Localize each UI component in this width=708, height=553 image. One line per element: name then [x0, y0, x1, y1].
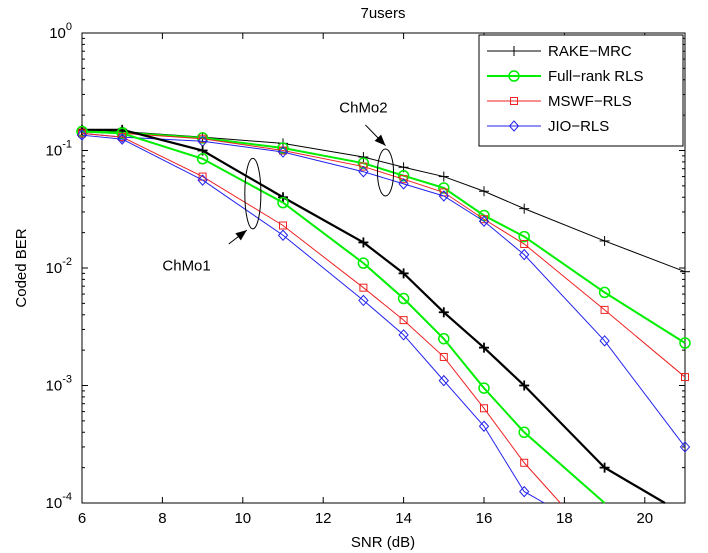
legend-item: Full−rank RLS	[487, 68, 643, 85]
data-point	[478, 215, 490, 227]
annotation-label: ChMo2	[339, 100, 387, 117]
x-tick-label: 16	[476, 510, 493, 527]
data-point	[438, 332, 450, 345]
legend: RAKE−MRC Full−rank RLS MSWF−RLS JIO−RLS	[478, 34, 684, 147]
y-tick-label: 10-4	[46, 491, 72, 512]
legend-label: MSWF−RLS	[548, 93, 632, 110]
series-line	[81, 134, 545, 504]
data-point	[397, 292, 410, 305]
annotation-arrow-head	[235, 230, 247, 241]
data-point	[399, 175, 408, 184]
legend-label: RAKE−MRC	[548, 43, 632, 60]
x-tick-labels: 6 8 10 12 14 16 18 20	[78, 510, 653, 527]
y-tick-label: 100	[49, 21, 72, 42]
legend-item: MSWF−RLS	[487, 93, 632, 110]
data-point	[519, 485, 530, 498]
data-point	[508, 120, 520, 132]
data-point	[510, 97, 518, 105]
annotation-layer: ChMo2 ChMo1	[162, 100, 395, 275]
x-tick-label: 12	[315, 510, 332, 527]
legend-box	[478, 34, 684, 147]
axis-ticks	[81, 32, 685, 504]
data-point	[117, 133, 128, 145]
data-point	[519, 248, 530, 261]
data-point	[438, 190, 449, 202]
legend-items: RAKE−MRC Full−rank RLS MSWF−RLS JIO−RLS	[487, 43, 643, 135]
y-tick-label: 10-2	[46, 256, 72, 277]
data-point	[478, 420, 490, 432]
data-point	[358, 165, 369, 178]
annotation-label: ChMo1	[162, 258, 210, 275]
data-point	[508, 70, 520, 82]
data-point	[599, 335, 610, 347]
data-point	[357, 257, 370, 269]
series-line	[81, 132, 686, 448]
data-point	[438, 374, 449, 387]
annotation-1: ChMo1	[162, 157, 262, 275]
data-point	[480, 404, 488, 413]
data-point	[518, 426, 530, 439]
data-point	[398, 329, 409, 341]
data-point	[398, 178, 409, 190]
data-point	[277, 196, 289, 209]
data-point	[198, 134, 207, 143]
data-point	[359, 283, 368, 292]
data-point	[598, 286, 611, 299]
annotation-ellipse	[376, 148, 395, 197]
y-tick-label: 10-3	[46, 374, 72, 395]
legend-item: RAKE−MRC	[487, 43, 632, 60]
legend-label: JIO−RLS	[548, 118, 609, 135]
y-tick-label: 10-1	[46, 139, 72, 160]
data-point	[520, 458, 529, 467]
data-point	[439, 352, 448, 361]
data-point	[600, 305, 609, 314]
data-point	[358, 294, 369, 307]
data-point	[681, 373, 689, 382]
x-tick-label: 20	[636, 510, 653, 527]
x-tick-label: 10	[234, 510, 251, 527]
legend-label: Full−rank RLS	[548, 68, 643, 85]
data-point	[679, 337, 691, 349]
data-point	[197, 174, 208, 186]
annotation-0: ChMo2	[339, 100, 395, 197]
x-axis-label: SNR (dB)	[351, 534, 415, 551]
data-point	[76, 129, 88, 141]
annotation-ellipse	[244, 157, 262, 230]
annotation-arrow-head	[374, 134, 386, 146]
x-tick-label: 8	[158, 510, 166, 527]
data-point	[277, 146, 289, 158]
data-point	[277, 229, 289, 241]
x-tick-label: 6	[78, 510, 86, 527]
data-point	[399, 316, 408, 325]
series-7	[76, 129, 545, 504]
data-point	[478, 382, 490, 394]
data-point	[397, 169, 410, 182]
data-point	[518, 230, 530, 243]
data-point	[196, 153, 209, 165]
series-5	[76, 125, 606, 504]
x-tick-label: 14	[395, 510, 412, 527]
data-point	[679, 441, 691, 453]
data-point	[520, 240, 529, 249]
x-tick-label: 18	[556, 510, 573, 527]
data-point	[357, 157, 370, 169]
data-point	[279, 221, 287, 230]
series-line	[81, 130, 606, 504]
y-axis-label: Coded BER	[13, 228, 30, 307]
legend-item: JIO−RLS	[487, 118, 609, 135]
data-point	[116, 127, 128, 140]
data-point	[277, 142, 289, 154]
series-line	[81, 132, 561, 504]
data-point	[359, 162, 368, 171]
series-layer	[76, 124, 691, 504]
y-tick-labels: 10-4 10-3 10-2 10-1 100	[46, 21, 72, 512]
chart-title: 7users	[360, 5, 405, 22]
